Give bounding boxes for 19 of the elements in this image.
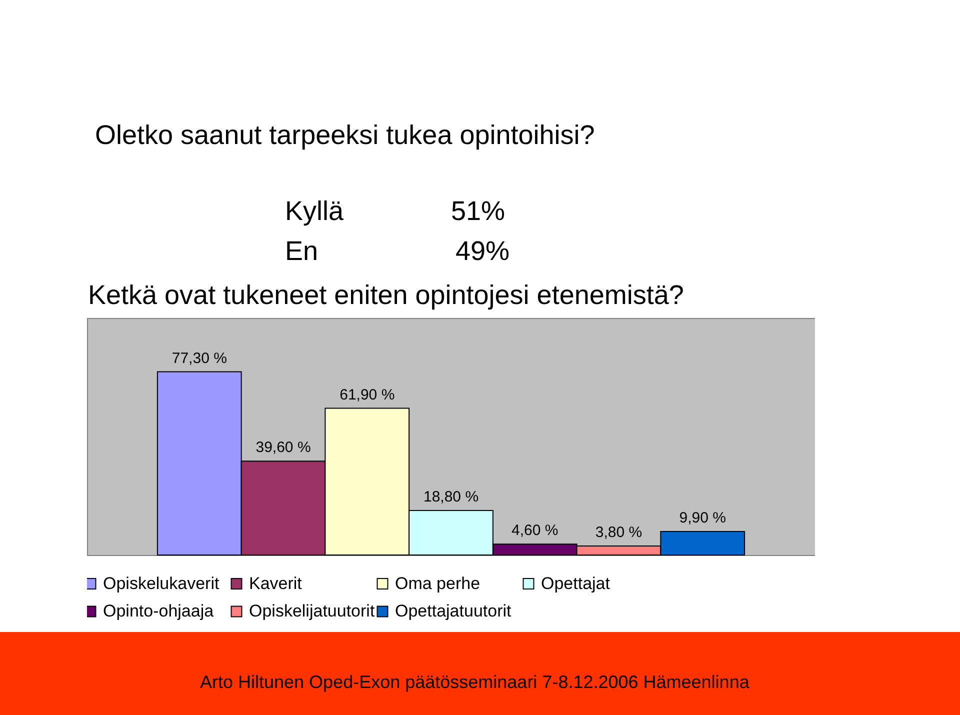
chart-title: Oletko saanut tarpeeksi tukea opintoihisi? <box>95 120 595 151</box>
legend-label: Opettajatuutorit <box>395 602 512 620</box>
data-label: 3,80 % <box>595 524 642 541</box>
data-label: 4,60 % <box>512 522 558 540</box>
legend-label: Opettajat <box>541 574 610 593</box>
legend-label: Opiskelijatuutorit <box>249 602 375 620</box>
data-label: 9,90 % <box>679 510 726 527</box>
text: En 49% <box>285 236 510 267</box>
chart-subtitle: Ketkä ovat tukeneet eniten opintojesi etenemistä? <box>88 280 684 311</box>
data-label: 39,60 % <box>256 439 311 456</box>
data-label: 18,80 % <box>423 488 479 506</box>
data-label: 61,90 % <box>340 386 395 404</box>
legend-label: Kaverit <box>249 574 302 593</box>
text: Arto Hiltunen Oped-Exon päätösseminaari 7-8.12.2006 Hämeenlinna <box>200 672 750 693</box>
legend-label: Oma perhe <box>395 574 480 593</box>
legend-label: Opiskelukaverit <box>103 574 220 593</box>
legend-label: Opinto-ohjaaja <box>103 602 214 620</box>
data-label: 77,30 % <box>172 350 227 367</box>
text: Kyllä 51% <box>285 196 506 227</box>
